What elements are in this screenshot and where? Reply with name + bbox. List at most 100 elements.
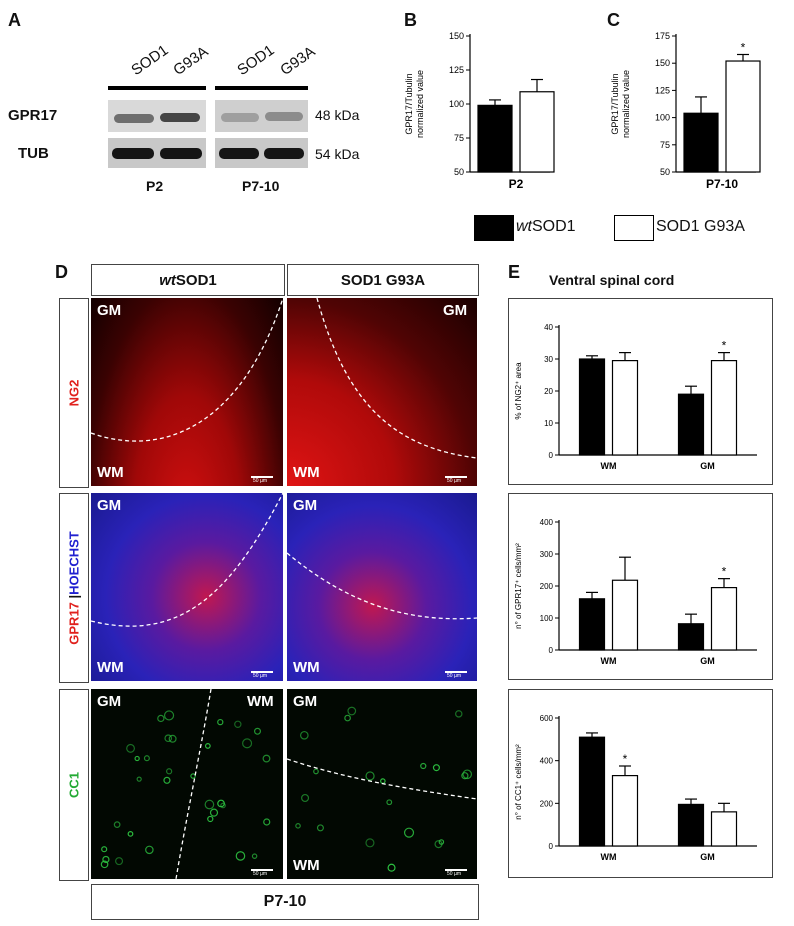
cc1-cell [295,823,301,829]
cc1-cell [344,714,351,722]
micrograph-gpr17-mut: GM WM 50 µm [287,493,477,681]
chart-e3: 0 200 400 600 n° of CC1⁺ cells/mm² * WM GM [514,714,757,862]
cc1-cell [251,853,258,859]
chart-e2-frame: 0 100 200 300 400 n° of GPR17⁺ cells/mm² WM * GM [508,493,773,680]
cc1-cell [316,824,324,832]
y-axis-label: GPR17/Tubulin [404,73,414,134]
x-category-label: WM [601,852,617,862]
label-wm: WM [293,857,320,874]
cc1-cell [403,827,415,838]
cc1-cell [432,764,440,772]
row-label-tub: TUB [18,145,49,162]
cc1-cell [102,855,110,864]
label-gm: GM [97,497,122,514]
cc1-cell [126,743,136,753]
cc1-cell [386,799,393,806]
cc1-cell [462,769,473,780]
bar [710,586,738,651]
y-tick-label: 175 [655,31,670,41]
cc1-cell [365,838,375,848]
y-tick-label: 10 [544,419,553,428]
cc1-cell [190,773,196,779]
x-category-label: P2 [509,177,524,191]
y-tick-label: 100 [655,113,670,123]
panel-label-e: E [508,262,521,282]
cc1-cell [347,706,357,716]
y-tick-label: 50 [454,167,464,177]
label-gm: GM [97,302,122,319]
micrograph-cc1-mut: GM WM 50 µm [287,689,477,879]
scale-bar [445,476,467,478]
scale-bar [251,869,273,871]
timepoint-footer: P7-10 [91,884,479,920]
bar [725,60,761,173]
row-header-cc1: CC1 [59,689,89,881]
group-bar-p2 [108,86,206,90]
cc1-cell [207,815,214,823]
kda-54: 54 kDa [315,146,360,162]
legend-swatch-wt [474,215,514,241]
bar [519,91,555,173]
bar [477,104,513,173]
label-wm: WM [293,659,320,676]
cc1-cell [165,768,173,775]
label-gm: GM [443,302,468,319]
cc1-cell [387,863,396,872]
micrograph-ng2-wt: GM WM 50 µm [91,298,283,486]
y-tick-label: 125 [449,65,464,75]
scale-bar [445,869,467,871]
y-tick-label: 150 [655,58,670,68]
label-gm: GM [293,693,318,710]
significance-marker: * [722,339,727,353]
row-header-gpr17: GPR17 |HOECHST [59,493,89,683]
y-tick-label: 150 [449,31,464,41]
cc1-cell [209,808,219,817]
lane-label-g93a-p7: G93A [277,43,319,79]
y-tick-label: 200 [540,799,554,808]
blot-gpr17-p7 [215,100,308,132]
bar [611,579,639,651]
chart-b: 50 75 100 125 150 GPR17/Tubulin normalized val… [404,31,555,191]
cc1-cell [242,738,253,749]
chart-e3-frame: 0 200 400 600 n° of CC1⁺ cells/mm² * WM GM [508,689,773,878]
significance-marker: * [722,565,727,579]
cc1-cell [145,845,154,855]
chart-e2: 0 100 200 300 400 n° of GPR17⁺ cells/mm² WM * GM [514,518,757,666]
y-axis-label: normalized value [415,70,425,138]
cc1-cell [253,727,262,735]
panel-label-d: D [55,262,68,282]
y-tick-label: 30 [544,355,553,364]
blot-tub-p2 [108,138,206,168]
y-tick-label: 400 [540,757,554,766]
bar [611,774,639,847]
panel-e-title: Ventral spinal cord [549,272,675,288]
lane-label-sod1-p7: SOD1 [234,41,278,79]
scale-bar [251,671,273,673]
x-category-label: WM [601,461,617,471]
chart-e1: 0 10 20 30 40 % of NG2⁺ area WM * GM [514,323,757,471]
cc1-cell [163,776,171,784]
y-tick-label: 0 [549,451,554,460]
cc1-cell [113,821,121,829]
cc1-cell [299,730,309,740]
micrograph-cc1-wt: GM WM 50 µm [91,689,283,879]
group-label-p2: P2 [146,178,164,194]
row-label-gpr17: GPR17 [8,107,58,124]
cc1-cell [220,802,226,809]
significance-marker: * [741,40,746,54]
y-axis-label: % of NG2⁺ area [514,362,523,420]
y-tick-label: 40 [544,323,553,332]
cc1-cell [100,860,109,869]
y-tick-label: 0 [549,646,554,655]
y-axis-label: normalized value [621,70,631,138]
group-label-p7: P7-10 [242,178,280,194]
cc1-cell [263,818,271,826]
bar [683,112,719,173]
x-category-label: P7-10 [706,177,738,191]
label-wm: WM [293,464,320,481]
legend-label-mut: SOD1 G93A [656,218,745,235]
bar [710,359,738,456]
col-header-wt: wt SOD1 [91,264,285,296]
cc1-cell [455,710,463,718]
row-header-ng2: NG2 [59,298,89,488]
